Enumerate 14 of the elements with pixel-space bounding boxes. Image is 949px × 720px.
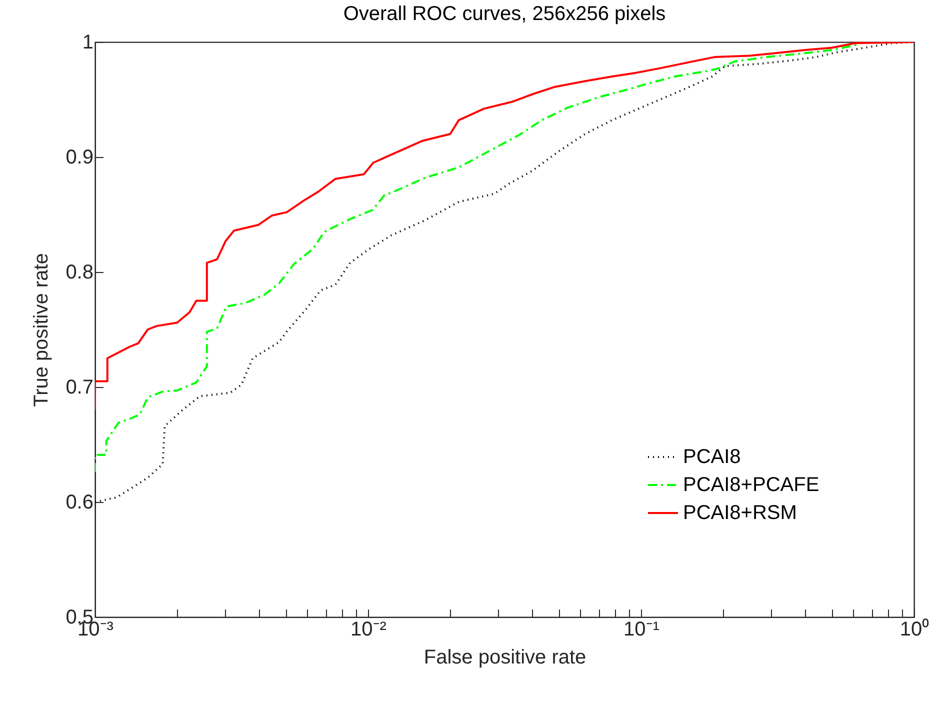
- x-tick-label: 10⁻¹: [624, 618, 660, 640]
- x-tick-label: 10⁻²: [350, 618, 387, 640]
- y-tick-label: 0.6: [66, 492, 94, 514]
- y-tick-label: 0.9: [66, 146, 94, 168]
- y-tick-label: 0.7: [66, 376, 94, 398]
- y-tick-label: 1: [82, 32, 94, 54]
- x-axis-title: False positive rate: [424, 646, 586, 668]
- y-tick-label: 0.8: [66, 262, 94, 284]
- y-axis-title: True positive rate: [30, 253, 53, 407]
- chart-title: Overall ROC curves, 256x256 pixels: [343, 3, 666, 25]
- legend-label: PCAI8: [683, 446, 741, 468]
- legend-label: PCAI8+PCAFE: [683, 474, 820, 496]
- x-tick-label: 10⁰: [900, 618, 930, 640]
- legend-label: PCAI8+RSM: [683, 502, 797, 524]
